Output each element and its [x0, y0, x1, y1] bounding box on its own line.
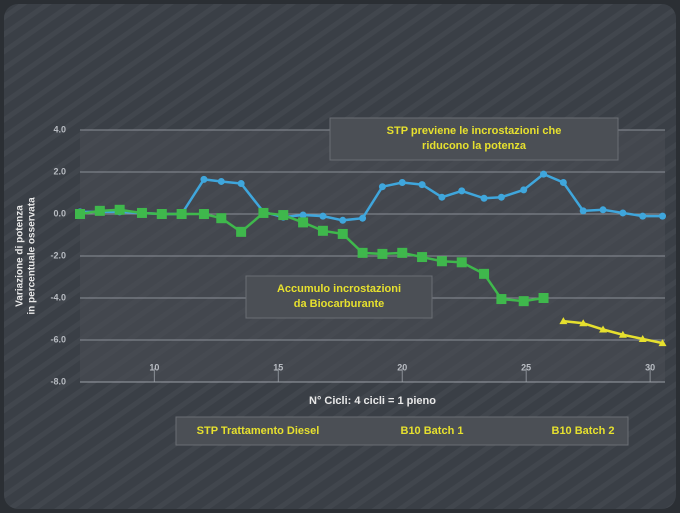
marker [540, 170, 548, 178]
marker [658, 339, 667, 347]
marker [359, 214, 367, 222]
y-tick-label: -2.0 [50, 250, 66, 260]
marker [438, 193, 446, 201]
annotation-box [329, 117, 619, 161]
y-axis-label: Variazione di potenza [15, 205, 26, 307]
marker [659, 212, 667, 220]
series-line [563, 319, 663, 345]
marker [538, 293, 549, 303]
x-tick-label: 25 [521, 362, 531, 372]
marker [278, 210, 289, 221]
marker [418, 181, 426, 189]
marker [638, 334, 647, 342]
y-tick-label: -8.0 [50, 376, 66, 386]
annotation: STP previene le incrostazioni che [387, 125, 562, 137]
marker [176, 209, 187, 219]
marker [75, 209, 85, 219]
legend-entry: B10 Batch 2 [552, 425, 615, 437]
marker [520, 186, 528, 194]
marker [114, 204, 125, 215]
x-tick-label: 30 [645, 362, 655, 372]
marker [319, 212, 327, 220]
marker [480, 194, 488, 202]
marker [339, 216, 347, 224]
marker [398, 179, 406, 186]
marker [216, 213, 227, 224]
legend-entry: STP Trattamento Diesel [197, 425, 320, 437]
marker [299, 211, 307, 219]
marker [217, 177, 225, 185]
marker [599, 325, 608, 333]
y-tick-label: 2.0 [53, 166, 66, 176]
marker [417, 252, 428, 263]
x-axis-label: N° Cicli: 4 cicli = 1 pieno [309, 395, 436, 407]
marker [456, 257, 467, 268]
marker [397, 247, 408, 258]
marker [559, 179, 567, 186]
annotation: riducono la potenza [422, 140, 527, 152]
marker [599, 206, 607, 214]
marker [236, 226, 247, 237]
marker [479, 268, 490, 279]
annotation-box [245, 275, 433, 319]
marker [496, 294, 507, 305]
marker [337, 228, 348, 239]
marker [237, 180, 245, 188]
marker [378, 183, 386, 191]
marker [618, 330, 627, 338]
legend-box [175, 416, 629, 446]
marker [619, 209, 627, 217]
marker [200, 175, 208, 183]
x-tick-label: 20 [397, 362, 407, 372]
annotation: Accumulo incrostazioni [277, 283, 401, 295]
y-tick-label: -6.0 [50, 334, 66, 344]
marker [436, 256, 447, 267]
marker [94, 205, 105, 216]
marker [377, 248, 388, 259]
marker [458, 187, 466, 195]
marker [497, 193, 505, 201]
y-tick-label: 4.0 [53, 124, 66, 134]
marker [156, 209, 167, 219]
y-axis-label: in percentuale osservata [27, 197, 38, 315]
legend-entry: B10 Batch 1 [401, 425, 464, 437]
marker [298, 217, 309, 228]
marker [258, 207, 269, 218]
y-tick-label: -4.0 [50, 292, 66, 302]
y-tick-label: 0.0 [53, 208, 66, 218]
marker [518, 296, 529, 307]
marker [317, 225, 328, 236]
marker [639, 212, 647, 220]
marker [579, 319, 588, 327]
marker [559, 317, 568, 325]
marker [136, 207, 147, 218]
marker [198, 209, 209, 219]
marker [357, 247, 368, 258]
x-tick-label: 15 [273, 362, 283, 372]
x-tick-label: 10 [149, 362, 159, 372]
marker [579, 207, 587, 215]
annotation: da Biocarburante [294, 298, 384, 310]
